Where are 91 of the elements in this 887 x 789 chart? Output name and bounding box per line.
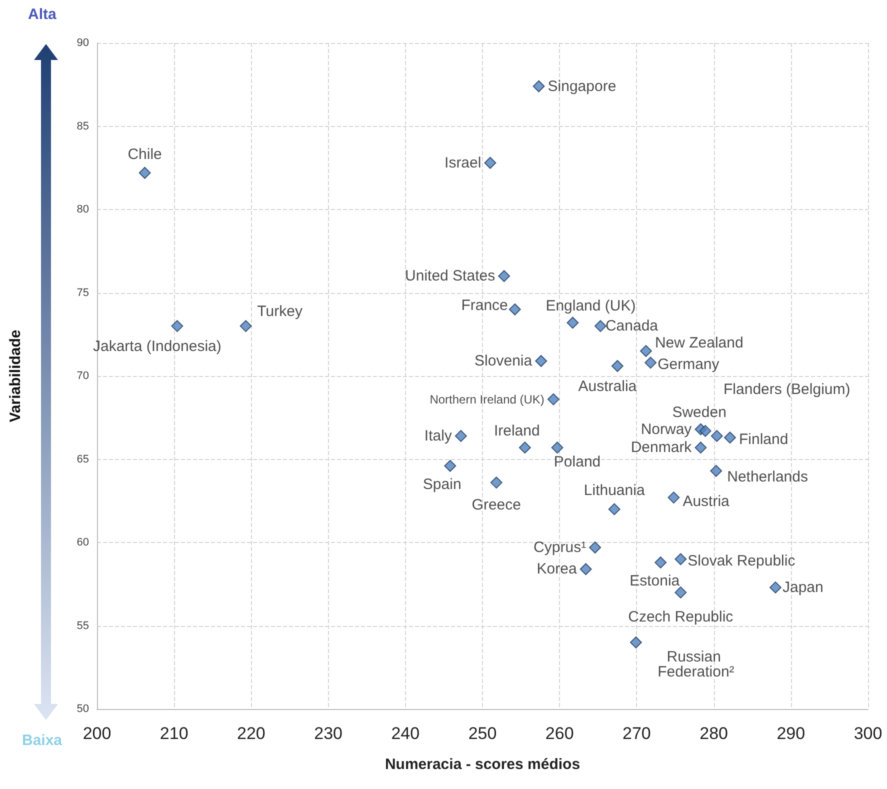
point: [518, 442, 531, 454]
x-tick-label: 250: [468, 724, 497, 743]
annotation: France: [461, 296, 508, 314]
annotation: Canada: [605, 318, 659, 335]
point: [710, 430, 723, 442]
y-tick-label: 50: [76, 703, 89, 715]
point: [654, 556, 667, 568]
y-tick-label: 65: [76, 453, 89, 466]
point: [508, 303, 521, 316]
point: [454, 430, 467, 442]
point: [674, 586, 687, 598]
text: Alta: [28, 6, 56, 23]
point: [640, 345, 652, 358]
x-tick-label: 200: [82, 724, 112, 743]
point: [566, 316, 579, 329]
point: [674, 553, 687, 566]
x-tick-label: 260: [545, 724, 574, 743]
x-tick-label: 230: [314, 724, 342, 743]
y-tick-label: 75: [76, 286, 89, 299]
annotation: England (UK): [546, 298, 636, 315]
annotation: Slovenia: [474, 352, 533, 370]
annotation: Ireland: [494, 422, 540, 440]
annotation: Japan: [782, 578, 824, 596]
annotation: Greece: [472, 496, 521, 514]
annotation: Slovak Republic: [688, 552, 796, 570]
annotation: Jakarta (Indonesia): [92, 338, 222, 356]
annotation: Denmark: [630, 439, 692, 456]
point: [710, 464, 722, 477]
annotation: Turkey: [257, 303, 303, 320]
annotation: Italy: [424, 427, 452, 444]
annotation: New Zealand: [654, 334, 744, 352]
point: [594, 320, 606, 332]
annotation: Australia: [578, 378, 638, 396]
x-tick-label: 220: [237, 724, 266, 743]
annotation: Lithuania: [584, 482, 646, 500]
annotation: Estonia: [630, 572, 680, 590]
point: [668, 492, 680, 504]
annotation: Spain: [422, 476, 462, 493]
annotation: Flanders (Belgium): [724, 380, 850, 398]
point: [498, 270, 510, 282]
x-axis-title: Numeracia - scores médios: [384, 756, 580, 773]
point: [551, 442, 564, 454]
annotation: Czech Republic: [628, 608, 734, 626]
annotation: Cyprus¹: [534, 538, 586, 556]
point: [490, 476, 502, 489]
annotation: Poland: [554, 454, 601, 471]
point: [240, 320, 252, 332]
annotation: Israel: [444, 154, 482, 172]
annotation: United States: [405, 268, 496, 285]
x-tick-label: 300: [854, 724, 882, 743]
point: [444, 460, 456, 472]
annotation: Korea: [536, 560, 578, 578]
point: [138, 166, 151, 179]
y-tick-label: 85: [76, 120, 89, 132]
point: [608, 503, 620, 516]
point: [694, 442, 707, 454]
y-tick-label: 55: [76, 620, 89, 632]
point: [580, 563, 592, 576]
annotation: Austria: [682, 493, 730, 510]
text: Baixa: [22, 732, 62, 749]
point: [535, 355, 548, 368]
annotation: Singapore: [548, 78, 616, 95]
point: [644, 356, 657, 369]
y-tick-label: 90: [76, 37, 89, 49]
annotation: Germany: [658, 356, 720, 374]
annotation: Chile: [128, 146, 162, 163]
point: [769, 581, 782, 594]
point: [630, 636, 642, 648]
annotation: Northern Ireland (UK): [430, 392, 544, 406]
annotation: Norway: [640, 420, 692, 438]
point: [532, 80, 545, 92]
x-tick-label: 290: [776, 724, 806, 743]
x-tick-label: 270: [622, 724, 651, 743]
point: [724, 432, 736, 444]
annotation: Russian Federation²: [658, 648, 734, 680]
point: [589, 541, 602, 554]
point: [484, 156, 496, 169]
annotation: Netherlands: [727, 468, 808, 486]
y-tick-label: 80: [76, 204, 89, 216]
y-tick-label: 60: [76, 536, 89, 548]
y-axis-title: Variabilidade: [7, 330, 24, 422]
annotation: Sweden: [672, 404, 726, 421]
x-tick-label: 240: [391, 724, 420, 743]
point: [547, 393, 560, 406]
x-tick-label: 280: [700, 724, 728, 743]
x-tick-label: 210: [160, 724, 188, 743]
point: [699, 424, 712, 437]
y-tick-label: 70: [76, 370, 89, 382]
point: [171, 320, 184, 332]
annotation: Finland: [738, 431, 788, 448]
point: [611, 360, 624, 372]
